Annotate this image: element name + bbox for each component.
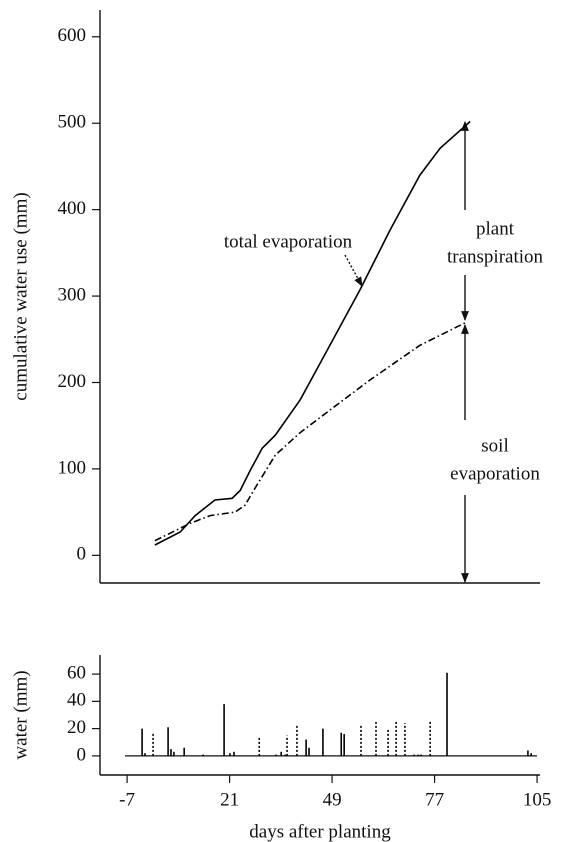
- y-tick-label: 0: [77, 544, 87, 565]
- annotation: soil: [481, 435, 508, 456]
- x-axis-label: days after planting: [249, 821, 391, 842]
- y-tick-label: 60: [67, 662, 86, 683]
- y-tick-label: 500: [58, 112, 87, 133]
- annotation: transpiration: [447, 246, 544, 267]
- line-series: [154, 322, 466, 542]
- y-tick-label: 300: [58, 284, 87, 305]
- x-tick-label: 77: [425, 789, 444, 810]
- annotation: evaporation: [450, 463, 540, 484]
- y-tick-label: 20: [67, 717, 86, 738]
- y-tick-label: 0: [77, 744, 87, 765]
- y-tick-label: 40: [67, 690, 86, 711]
- x-tick-label: 49: [323, 789, 342, 810]
- annotation-arrows: [344, 121, 469, 583]
- leader-arrow: [344, 254, 363, 287]
- x-tick-label: 21: [220, 789, 239, 810]
- annotation: total evaporation: [224, 231, 353, 252]
- y-tick-label: 400: [58, 198, 87, 219]
- line-series: [154, 120, 471, 546]
- y-tick-label: 600: [58, 25, 87, 46]
- x-tick-label: 105: [523, 789, 552, 810]
- y-axis-label: cumulative water use (mm): [10, 192, 31, 400]
- y-axis-label: water (mm): [10, 670, 31, 759]
- y-tick-label: 100: [58, 457, 87, 478]
- x-tick-label: -7: [119, 789, 135, 810]
- annotation: plant: [476, 218, 515, 239]
- y-tick-label: 200: [58, 371, 87, 392]
